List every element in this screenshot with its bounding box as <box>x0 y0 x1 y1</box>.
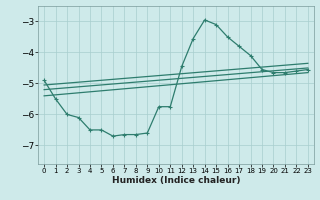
X-axis label: Humidex (Indice chaleur): Humidex (Indice chaleur) <box>112 176 240 185</box>
